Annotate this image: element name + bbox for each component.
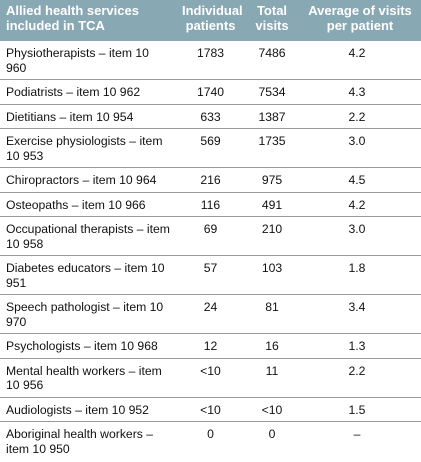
average-cell: 1.5 [299,397,421,422]
visits-cell: 210 [245,216,299,256]
table-row: Audiologists – item 10 952 <10 <10 1.5 [0,397,421,422]
service-cell: Podiatrists – item 10 962 [0,79,176,105]
visits-cell: 0 [268,427,276,441]
visits-cell: 7486 [245,41,299,80]
patients-cell: 633 [176,104,245,129]
table-row: Occupational therapists – item 10 958 69 2… [0,216,421,256]
average-cell: 1.8 [299,255,421,295]
table-row: Aboriginal health workers – item 10 950 0… [0,422,421,461]
table-row: Physiotherapists – item 10 960 1783 7486 4.… [0,41,421,80]
patients-cell: 12 [176,333,245,359]
service-cell: Dietitians – item 10 954 [0,104,176,129]
average-cell: 4.3 [299,79,421,105]
average-cell: 4.5 [299,167,421,193]
average-cell: 2.2 [299,358,421,398]
visits-cell: 16 [245,333,299,359]
table-row: Podiatrists – item 10 962 1740 7534 4.3 [0,79,421,105]
service-cell: Psychologists – item 10 968 [0,333,176,359]
visits-cell: 103 [245,255,299,295]
average-cell: 4.2 [299,41,421,80]
table-row: Mental health workers – item 10 956 <10 11… [0,358,421,398]
patients-cell: 24 [176,294,245,334]
visits-cell: 491 [245,192,299,217]
header-individual-patients: Individual patients [182,3,243,33]
patients-cell: 1740 [176,79,245,105]
header-total-visits: Total visits [255,3,289,33]
visits-cell: 1735 [245,128,299,168]
service-cell: Diabetes educators – item 10 951 [0,255,176,295]
average-cell: 1.3 [299,333,421,359]
patients-cell: 569 [176,128,245,168]
service-cell: Aboriginal health workers – item 10 950 [6,427,154,456]
visits-cell: 11 [245,358,299,398]
visits-cell: 1387 [245,104,299,129]
average-cell: – [353,427,361,441]
average-cell: 3.0 [299,128,421,168]
header-service: Allied health services included in TCA [6,3,139,33]
visits-cell: <10 [245,397,299,422]
table-row: Chiropractors – item 10 964 216 975 4.5 [0,167,421,193]
service-cell: Mental health workers – item 10 956 [0,358,176,398]
header-average-visits: Average of visits per patient [308,3,412,33]
service-cell: Exercise physiologists – item 10 953 [0,128,176,168]
table-row: Dietitians – item 10 954 633 1387 2.2 [0,104,421,129]
patients-cell: 116 [176,192,245,217]
visits-cell: 81 [245,294,299,334]
patients-cell: <10 [176,397,245,422]
table-header-row: Allied health services included in TCA I… [0,0,421,41]
visits-cell: 7534 [245,79,299,105]
service-cell: Occupational therapists – item 10 958 [0,216,176,256]
patients-cell: 1783 [176,41,245,80]
visits-cell: 975 [245,167,299,193]
patients-cell: 69 [176,216,245,256]
patients-cell: 216 [176,167,245,193]
service-cell: Chiropractors – item 10 964 [0,167,176,193]
table-row: Exercise physiologists – item 10 953 569 1… [0,128,421,168]
service-cell: Speech pathologist – item 10 970 [0,294,176,334]
table-row: Psychologists – item 10 968 12 16 1.3 [0,333,421,359]
patients-cell: 57 [176,255,245,295]
service-cell: Osteopaths – item 10 966 [0,192,176,217]
average-cell: 3.4 [299,294,421,334]
average-cell: 4.2 [299,192,421,217]
service-cell: Audiologists – item 10 952 [0,397,176,422]
table-body: Physiotherapists – item 10 960 1783 7486 4.… [0,41,421,460]
table-row: Speech pathologist – item 10 970 24 81 3.4 [0,294,421,334]
table-row: Diabetes educators – item 10 951 57 103 1.8 [0,255,421,295]
patients-cell: 0 [207,427,214,441]
average-cell: 3.0 [299,216,421,256]
service-cell: Physiotherapists – item 10 960 [0,41,176,80]
average-cell: 2.2 [299,104,421,129]
patients-cell: <10 [176,358,245,398]
table-row: Osteopaths – item 10 966 116 491 4.2 [0,192,421,217]
